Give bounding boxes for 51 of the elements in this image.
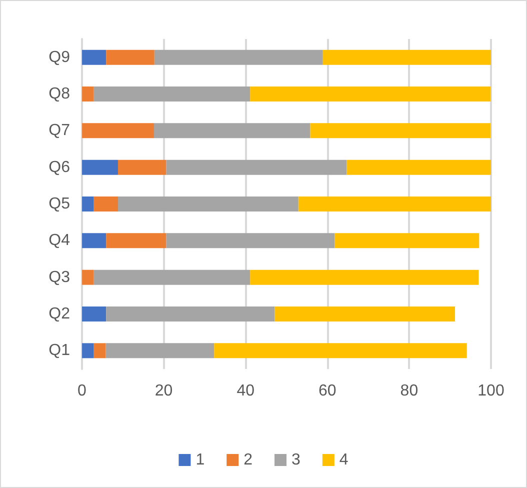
y-tick-label: Q1 — [48, 342, 70, 360]
bar — [334, 233, 480, 248]
x-tick-label: 40 — [236, 382, 255, 400]
bar — [106, 343, 214, 358]
bar — [166, 233, 335, 248]
bar — [214, 343, 467, 358]
bar — [82, 50, 106, 65]
bar — [310, 123, 491, 138]
y-tick-label: Q3 — [48, 268, 70, 286]
x-tick-label: 20 — [154, 382, 173, 400]
bar — [274, 306, 456, 322]
bar — [82, 343, 94, 358]
x-tick-label: 80 — [400, 382, 418, 400]
legend-label: 1 — [196, 452, 205, 468]
y-tick-label: Q7 — [48, 122, 70, 140]
bar — [82, 270, 94, 285]
bar — [166, 160, 347, 175]
bar — [106, 306, 275, 322]
bar — [82, 233, 106, 248]
y-tick-label: Q5 — [48, 196, 70, 212]
y-tick-label: Q4 — [48, 232, 70, 250]
bar — [154, 50, 323, 65]
bar — [82, 306, 106, 322]
bar — [250, 270, 479, 285]
legend-label: 4 — [339, 452, 348, 468]
x-tick-label: 0 — [78, 382, 87, 400]
bar — [94, 86, 250, 102]
bar — [82, 160, 118, 175]
bar — [346, 160, 491, 175]
bar — [250, 86, 491, 102]
bar — [118, 196, 298, 212]
bar — [106, 50, 154, 65]
y-tick-label: Q2 — [48, 306, 70, 322]
y-tick-label: Q9 — [48, 48, 70, 66]
bar — [82, 86, 94, 102]
bar — [322, 50, 491, 65]
bar — [118, 160, 166, 175]
bar — [154, 123, 310, 138]
bar — [94, 196, 118, 212]
legend-label: 2 — [244, 452, 253, 468]
x-tick-label: 60 — [318, 382, 336, 400]
legend-label: 3 — [292, 452, 300, 468]
x-tick-label: 100 — [478, 382, 504, 400]
bar — [94, 270, 250, 285]
y-tick-label: Q6 — [48, 158, 70, 176]
y-tick-label: Q8 — [48, 86, 70, 102]
bar — [106, 233, 166, 248]
bar — [82, 123, 154, 138]
bar — [94, 343, 106, 358]
bar — [298, 196, 491, 212]
bar — [82, 196, 94, 212]
